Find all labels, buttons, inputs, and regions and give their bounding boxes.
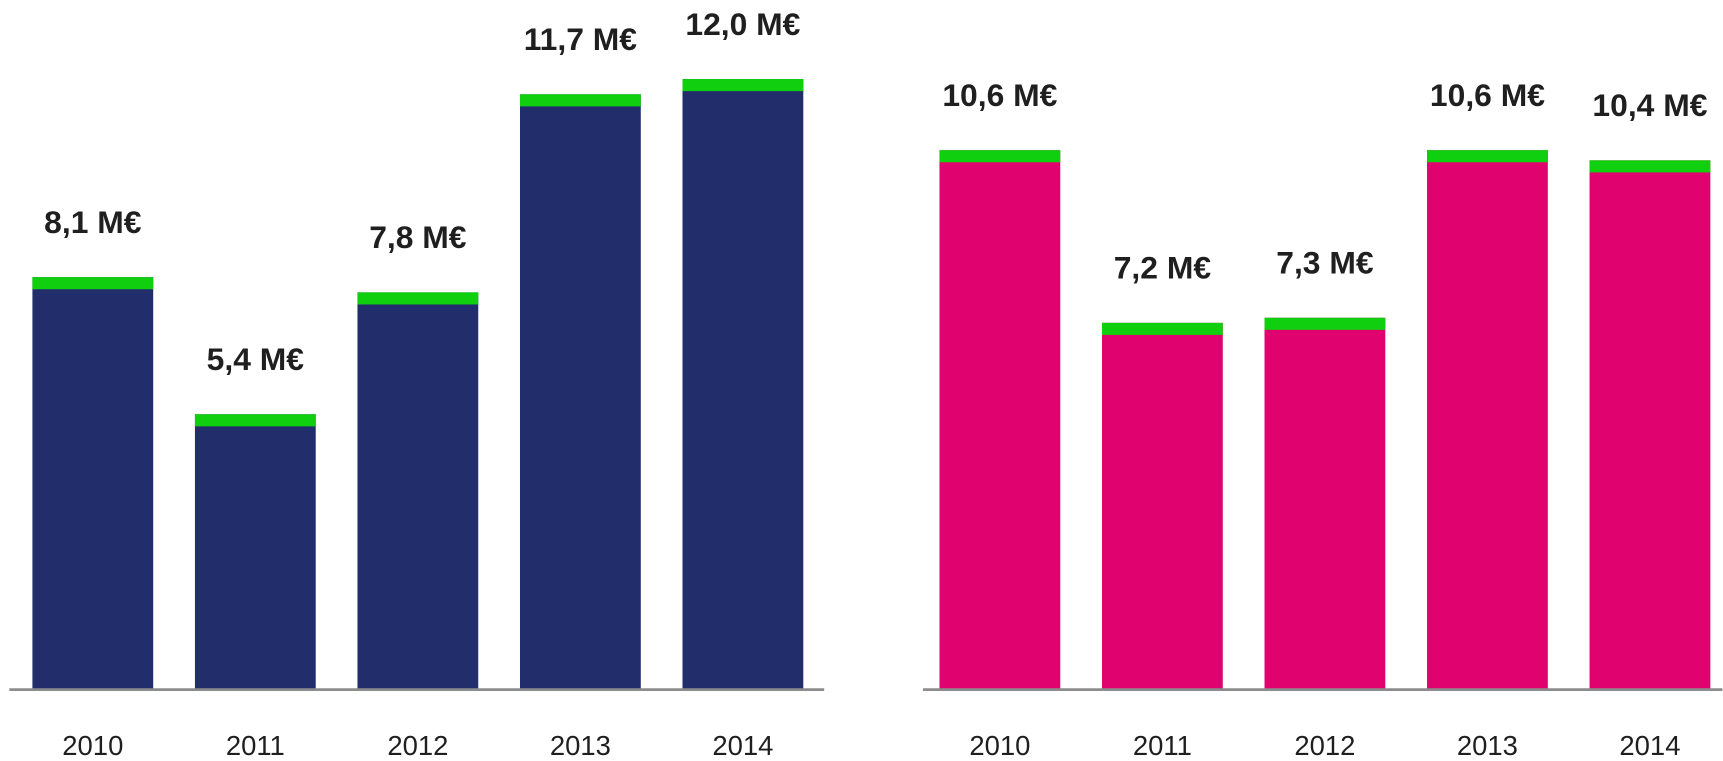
bar xyxy=(939,150,1061,689)
data-label: 8,1 M€ xyxy=(44,204,142,240)
bar-cap xyxy=(1264,317,1386,330)
data-label: 11,7 M€ xyxy=(524,21,638,57)
x-tick-label: 2010 xyxy=(62,730,123,761)
bar xyxy=(1427,150,1548,689)
data-label: 12,0 M€ xyxy=(685,6,800,42)
bar-cap xyxy=(32,277,154,290)
x-tick-label: 2011 xyxy=(1133,730,1192,761)
data-label: 10,6 M€ xyxy=(942,77,1057,113)
bar-cap xyxy=(519,94,641,107)
bar xyxy=(519,94,641,689)
x-tick-label: 2012 xyxy=(387,730,448,761)
x-tick-label: 2012 xyxy=(1294,730,1355,761)
bar xyxy=(32,277,154,689)
data-label: 10,4 M€ xyxy=(1592,87,1707,123)
data-label: 10,6 M€ xyxy=(1430,77,1545,113)
bar-cap xyxy=(682,79,804,92)
bar-cap xyxy=(939,150,1061,163)
x-tick-label: 2011 xyxy=(226,730,285,761)
bar-cap xyxy=(357,292,479,305)
x-tick-label: 2014 xyxy=(1619,730,1680,761)
x-tick-label: 2014 xyxy=(712,730,773,761)
bar-cap xyxy=(1101,322,1223,335)
data-label: 7,3 M€ xyxy=(1276,244,1374,280)
bar xyxy=(357,292,479,689)
bar xyxy=(1101,322,1223,689)
bar xyxy=(194,414,316,689)
bar-cap xyxy=(1427,150,1548,163)
data-label: 5,4 M€ xyxy=(207,341,305,377)
bar xyxy=(1589,160,1711,689)
data-label: 7,8 M€ xyxy=(369,219,467,255)
x-tick-label: 2013 xyxy=(550,730,611,761)
bar xyxy=(1264,317,1386,689)
bar-cap xyxy=(194,414,316,427)
bar xyxy=(682,79,804,689)
x-tick-label: 2013 xyxy=(1457,730,1518,761)
bar-cap xyxy=(1589,160,1711,173)
x-tick-label: 2010 xyxy=(969,730,1030,761)
data-label: 7,2 M€ xyxy=(1114,250,1212,286)
